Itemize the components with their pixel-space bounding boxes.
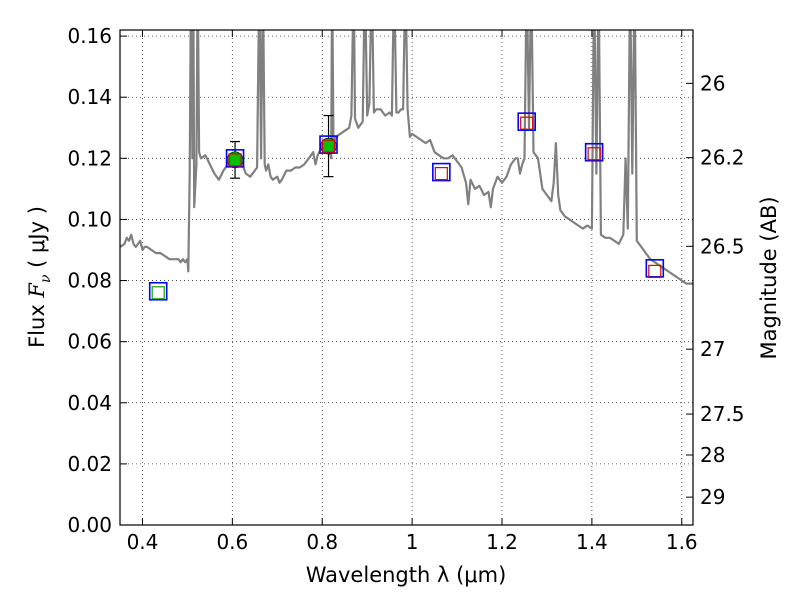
model-square <box>319 135 338 154</box>
x-axis-label: Wavelength λ (μm) <box>306 563 507 587</box>
x-tick-label: 1 <box>406 530 419 554</box>
right-tick-label: 26.2 <box>700 146 745 170</box>
y-tick-label: 0.04 <box>67 391 112 415</box>
x-tick-label: 1.6 <box>666 530 698 554</box>
y-label-var: F <box>25 282 49 299</box>
predicted-square <box>520 116 534 130</box>
tick-layer: 0.4 0.6 0.8 1 1.2 1.4 1.6 0.00 0.02 0.04 0.06 0.08 0… <box>67 24 744 554</box>
y-tick-label: 0.00 <box>67 513 112 537</box>
y-axis-label-left: Flux Fν ( μJy ) <box>25 206 54 348</box>
y-label-prefix: Flux <box>25 298 49 348</box>
predicted-square <box>228 153 242 167</box>
predicted-square <box>151 286 165 300</box>
model-square <box>517 112 537 131</box>
model-square <box>432 162 451 182</box>
x-tick-label: 1.2 <box>486 530 518 554</box>
y-axis-label-right: Magnitude (AB) <box>757 196 781 359</box>
predicted-square <box>321 139 336 153</box>
y-tick-label: 0.10 <box>67 207 112 231</box>
y-tick-label: 0.14 <box>67 85 112 109</box>
spectrum-layer <box>120 30 693 285</box>
right-tick-label: 27 <box>700 337 725 361</box>
spectrum-line <box>120 30 693 285</box>
x-tick-label: 1.4 <box>576 530 608 554</box>
y-label-sub: ν <box>38 274 54 283</box>
predicted-square <box>587 147 601 161</box>
model-square <box>148 281 168 301</box>
x-tick-label: 0.8 <box>306 530 338 554</box>
y-tick-label: 0.16 <box>67 24 112 48</box>
y-tick-label: 0.06 <box>67 330 112 354</box>
right-tick-label: 27.5 <box>700 402 745 426</box>
right-tick-label: 29 <box>700 485 725 509</box>
right-tick-label: 28 <box>700 443 725 467</box>
y-tick-label: 0.08 <box>67 269 112 293</box>
right-tick-label: 26.5 <box>700 234 745 258</box>
model-square <box>584 142 604 162</box>
plot-frame <box>119 29 694 526</box>
x-tick-label: 0.6 <box>216 530 248 554</box>
grid <box>120 30 693 526</box>
y-tick-label: 0.02 <box>67 452 112 476</box>
predicted-square <box>648 264 662 278</box>
predicted-square <box>434 167 448 181</box>
x-tick-label: 0.4 <box>127 530 159 554</box>
y-label-suffix: ( μJy ) <box>25 206 49 274</box>
model-square <box>225 149 245 168</box>
right-tick-label: 26 <box>700 71 725 95</box>
marker-layer <box>148 112 665 301</box>
y-tick-label: 0.12 <box>67 146 112 170</box>
